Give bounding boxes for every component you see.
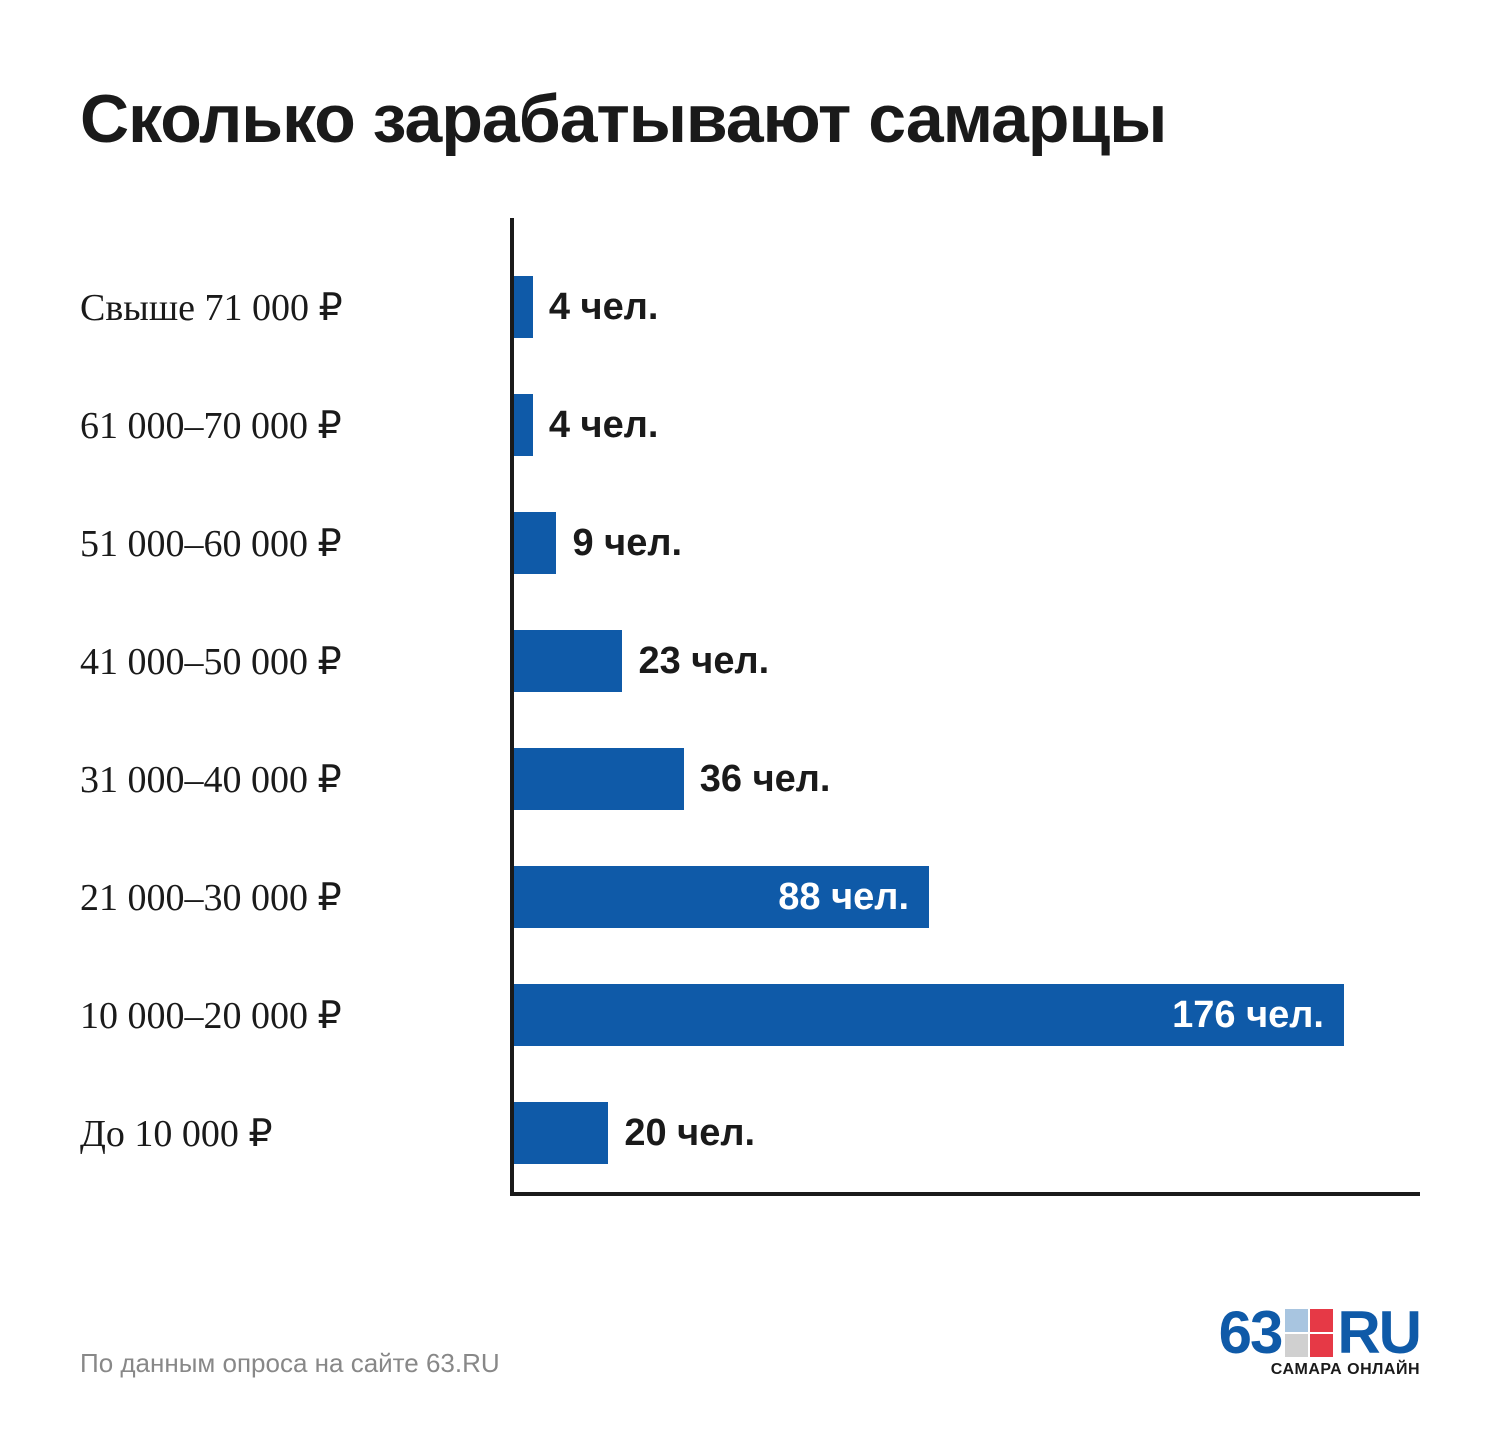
category-label: 21 000–30 000 ₽ <box>80 875 342 920</box>
bar <box>514 512 556 574</box>
category-row: 51 000–60 000 ₽ <box>80 484 510 602</box>
bar-row: 88 чел. <box>514 838 1420 956</box>
category-label: 61 000–70 000 ₽ <box>80 403 342 448</box>
category-label: Свыше 71 000 ₽ <box>80 285 343 330</box>
category-label: 41 000–50 000 ₽ <box>80 639 342 684</box>
chart-title: Сколько зарабатывают самарцы <box>80 80 1420 158</box>
bar <box>514 630 622 692</box>
bars-column: 4 чел. 4 чел. 9 чел. 23 чел. 36 чел. 88 чел. 1… <box>510 218 1420 1196</box>
bar-wrapper <box>514 748 684 810</box>
logo-squares-icon <box>1285 1309 1333 1357</box>
category-row: 31 000–40 000 ₽ <box>80 720 510 838</box>
bar-value-label: 4 чел. <box>549 404 659 447</box>
bar <box>514 1102 608 1164</box>
bar-wrapper: 88 чел. <box>514 866 929 928</box>
bar-value-label: 20 чел. <box>624 1112 755 1155</box>
infographic-container: Сколько зарабатывают самарцы Свыше 71 00… <box>0 0 1500 1439</box>
bar-row: 176 чел. <box>514 956 1420 1074</box>
logo-square <box>1310 1334 1333 1357</box>
logo-subtitle: САМАРА ОНЛАЙН <box>1271 1361 1420 1379</box>
bar <box>514 394 533 456</box>
category-label: 51 000–60 000 ₽ <box>80 521 342 566</box>
bar-value-label: 4 чел. <box>549 286 659 329</box>
bar-wrapper <box>514 276 533 338</box>
bar-row: 9 чел. <box>514 484 1420 602</box>
bar-value-label: 23 чел. <box>638 640 769 683</box>
bar-row: 23 чел. <box>514 602 1420 720</box>
category-row: 61 000–70 000 ₽ <box>80 366 510 484</box>
category-label: 10 000–20 000 ₽ <box>80 993 342 1038</box>
category-row: До 10 000 ₽ <box>80 1074 510 1192</box>
bar-value-label: 9 чел. <box>572 522 682 565</box>
logo-square <box>1285 1334 1308 1357</box>
category-row: 21 000–30 000 ₽ <box>80 838 510 956</box>
logo-text-right: RU <box>1337 1303 1420 1363</box>
site-logo: 63 RU САМАРА ОНЛАЙН <box>1219 1303 1420 1379</box>
bar <box>514 276 533 338</box>
bar-row: 4 чел. <box>514 248 1420 366</box>
bar-wrapper: 176 чел. <box>514 984 1344 1046</box>
bar-value-label: 88 чел. <box>778 876 929 919</box>
source-text: По данным опроса на сайте 63.RU <box>80 1348 500 1379</box>
bar-wrapper <box>514 630 622 692</box>
bar-wrapper <box>514 394 533 456</box>
logo-main: 63 RU <box>1219 1303 1420 1363</box>
category-label: 31 000–40 000 ₽ <box>80 757 342 802</box>
logo-square <box>1285 1309 1308 1332</box>
bar <box>514 748 684 810</box>
category-label: До 10 000 ₽ <box>80 1111 273 1156</box>
bar-value-label: 176 чел. <box>1172 994 1344 1037</box>
logo-square <box>1310 1309 1333 1332</box>
bar-row: 4 чел. <box>514 366 1420 484</box>
category-row: 10 000–20 000 ₽ <box>80 956 510 1074</box>
bar-wrapper <box>514 512 556 574</box>
category-row: 41 000–50 000 ₽ <box>80 602 510 720</box>
bar-row: 20 чел. <box>514 1074 1420 1192</box>
footer: По данным опроса на сайте 63.RU 63 RU СА… <box>80 1303 1420 1379</box>
bar-row: 36 чел. <box>514 720 1420 838</box>
category-labels-column: Свыше 71 000 ₽ 61 000–70 000 ₽ 51 000–60 0… <box>80 218 510 1196</box>
chart-area: Свыше 71 000 ₽ 61 000–70 000 ₽ 51 000–60 0… <box>80 218 1420 1196</box>
category-row: Свыше 71 000 ₽ <box>80 248 510 366</box>
logo-text-left: 63 <box>1219 1303 1282 1363</box>
bar-value-label: 36 чел. <box>700 758 831 801</box>
bar-wrapper <box>514 1102 608 1164</box>
